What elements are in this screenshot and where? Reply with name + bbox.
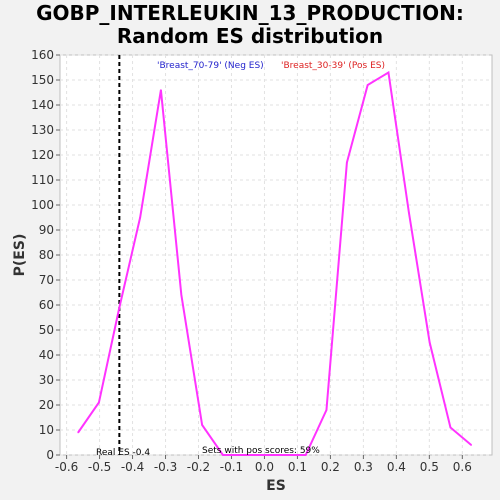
data-points [77, 71, 473, 456]
x-ticks: -0.6 -0.5 -0.4 -0.3 -0.2 -0.1 0.0 0.1 0.2 0.3 0.4 0… [55, 455, 472, 474]
y-tick-label: 110 [31, 173, 54, 187]
data-point [160, 89, 162, 91]
y-tick-label: 30 [39, 373, 54, 387]
x-tick-label: 0.3 [354, 460, 373, 474]
data-point [180, 294, 183, 296]
data-point [428, 341, 431, 344]
data-point [222, 454, 224, 456]
x-tick-label: 0.6 [453, 460, 472, 474]
data-point [470, 444, 473, 446]
x-tick-label: 0.4 [387, 460, 406, 474]
y-tick-label: 10 [39, 423, 54, 437]
y-tick-label: 150 [31, 73, 54, 87]
chart-title: GOBP_INTERLEUKIN_13_PRODUCTION: Random E… [0, 2, 500, 48]
x-tick-label: 0.0 [255, 460, 274, 474]
data-point [118, 306, 121, 309]
real-es-label: Real ES -0.4 [96, 448, 150, 458]
data-point [346, 161, 348, 164]
x-tick-label: 0.1 [288, 460, 307, 474]
data-point [325, 409, 328, 411]
data-point [139, 216, 141, 219]
chart-title-line1: GOBP_INTERLEUKIN_13_PRODUCTION: [36, 1, 464, 25]
y-ticks: 0 10 20 30 40 50 60 70 80 90 100 110 120 130 140 150 160 [31, 48, 60, 462]
y-tick-label: 140 [31, 98, 54, 112]
y-tick-label: 60 [39, 298, 54, 312]
x-tick-label: -0.4 [121, 460, 144, 474]
data-point [304, 454, 307, 456]
neg-es-label: 'Breast_70-79' (Neg ES) [157, 61, 264, 71]
y-tick-label: 40 [39, 348, 54, 362]
data-point [408, 211, 410, 214]
data-point [387, 71, 390, 74]
y-tick-label: 130 [31, 123, 54, 137]
data-point [242, 454, 245, 456]
data-point [449, 426, 452, 429]
y-tick-label: 70 [39, 273, 54, 287]
y-tick-label: 50 [39, 323, 54, 337]
y-tick-label: 80 [39, 248, 54, 262]
y-tick-label: 100 [31, 198, 54, 212]
x-tick-label: -0.5 [88, 460, 111, 474]
data-point [201, 424, 203, 426]
data-point [98, 401, 100, 404]
y-tick-label: 90 [39, 223, 54, 237]
data-point [284, 454, 286, 456]
x-tick-label: -0.2 [187, 460, 210, 474]
data-point [366, 84, 369, 86]
x-tick-label: -0.3 [154, 460, 177, 474]
x-tick-label: -0.1 [220, 460, 243, 474]
x-tick-label: -0.6 [55, 460, 78, 474]
y-axis-label: P(ES) [12, 234, 28, 277]
pos-scores-label: Sets with pos scores: 59% [202, 446, 320, 456]
x-axis-label: ES [266, 478, 286, 494]
y-tick-label: 160 [31, 48, 54, 62]
y-tick-label: 120 [31, 148, 54, 162]
data-point [263, 454, 266, 456]
data-point [77, 431, 79, 434]
x-tick-label: 0.5 [420, 460, 439, 474]
y-tick-label: 20 [39, 398, 54, 412]
y-tick-label: 0 [46, 448, 54, 462]
pos-es-label: 'Breast_30-39' (Pos ES) [281, 61, 385, 71]
x-tick-label: 0.2 [321, 460, 340, 474]
chart-title-line2: Random ES distribution [116, 24, 384, 48]
series-line [77, 70, 472, 456]
